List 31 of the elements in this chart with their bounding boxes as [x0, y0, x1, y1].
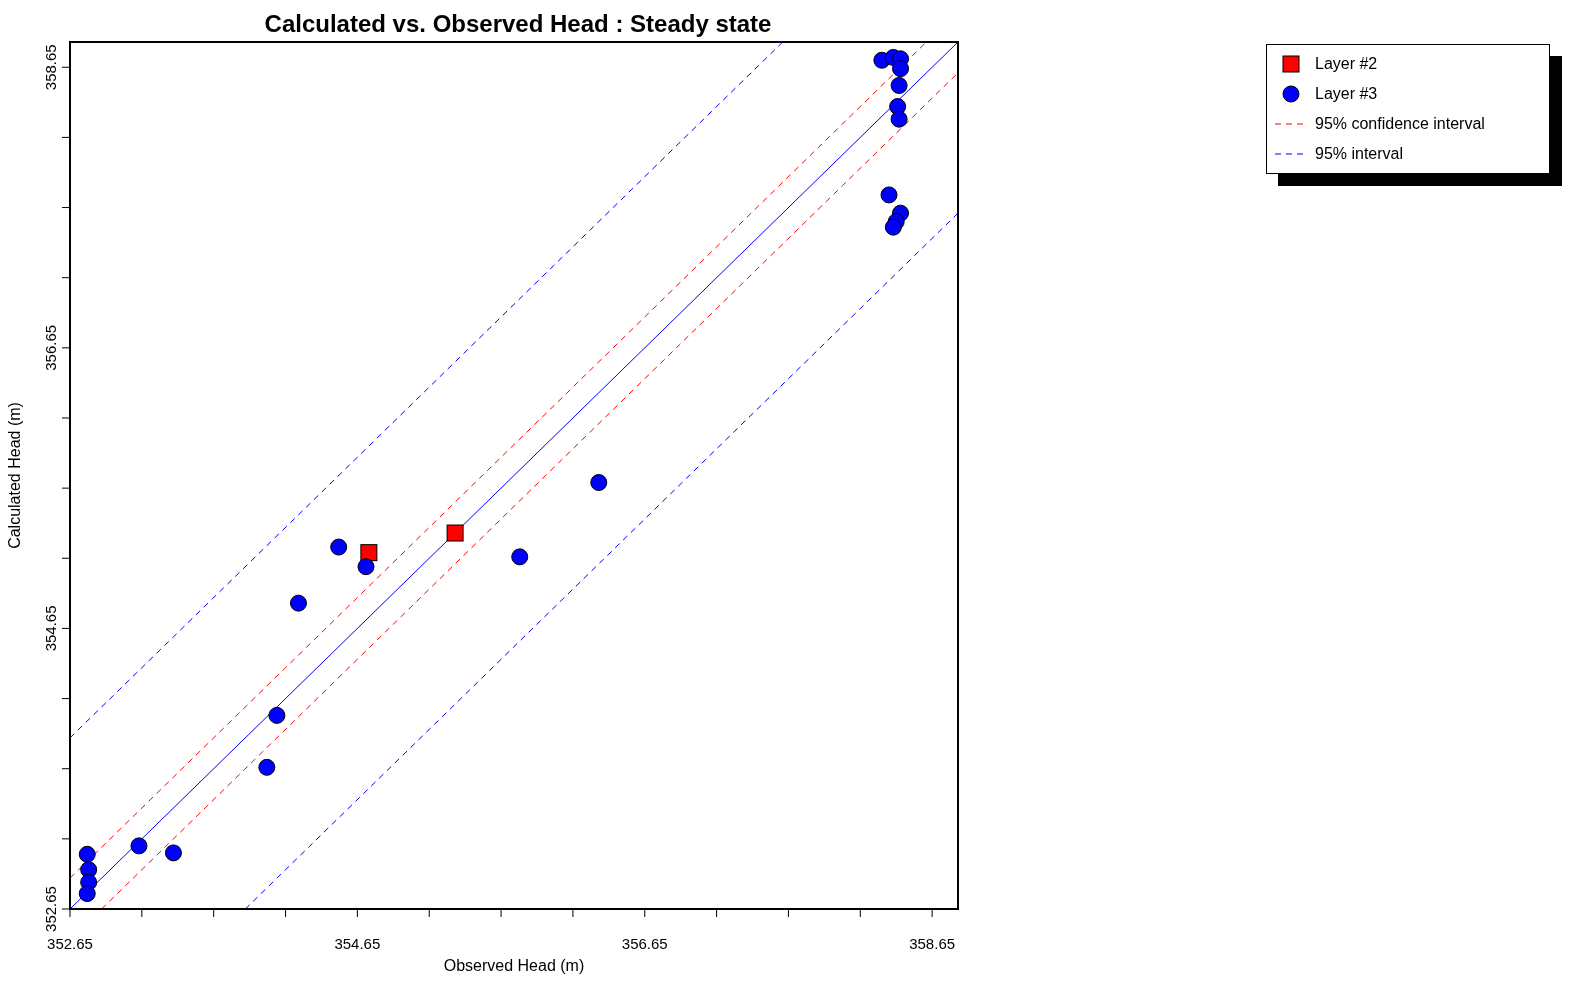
y-tick-label: 354.65: [42, 605, 59, 652]
point: [164, 844, 182, 862]
x-tick-label: 358.65: [909, 935, 956, 952]
point: [880, 186, 898, 204]
legend-label: 95% interval: [1315, 145, 1404, 163]
legend-label: 95% confidence interval: [1315, 115, 1485, 133]
point: [130, 837, 148, 855]
point: [360, 544, 378, 562]
point: [890, 110, 908, 128]
point: [884, 218, 902, 236]
y-axis-title: Calculated Head (m): [5, 402, 23, 549]
y-tick-label: 358.65: [42, 44, 59, 91]
point: [258, 758, 276, 776]
point: [78, 845, 96, 863]
point: [78, 885, 96, 903]
point: [890, 76, 908, 94]
chart-title: Calculated vs. Observed Head : Steady state: [263, 10, 773, 38]
point: [330, 538, 348, 556]
x-tick-label: 356.65: [621, 935, 668, 952]
point: [268, 706, 286, 724]
point: [289, 594, 307, 612]
point: [511, 548, 529, 566]
legend-label: Layer #2: [1315, 55, 1378, 73]
point: [892, 60, 910, 78]
x-axis-title: Observed Head (m): [443, 957, 585, 974]
legend-label: Layer #3: [1315, 85, 1378, 103]
point: [590, 474, 608, 492]
point: [357, 558, 375, 576]
point: [446, 524, 464, 542]
x-tick-label: 354.65: [334, 935, 381, 952]
y-tick-label: 356.65: [42, 324, 59, 371]
